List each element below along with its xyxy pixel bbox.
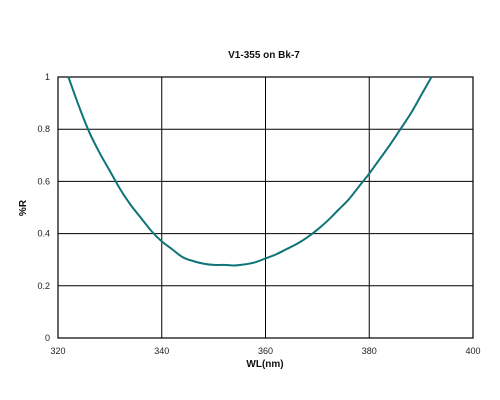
chart-title: V1-355 on Bk-7	[228, 50, 300, 61]
x-tick-label: 340	[154, 346, 169, 356]
plot-frame	[57, 76, 474, 339]
y-tick-label: 0.4	[37, 229, 50, 239]
y-tick-label: 0	[45, 333, 50, 343]
x-tick-label: 380	[362, 346, 377, 356]
y-tick-label: 0.8	[37, 124, 50, 134]
y-tick-label: 1	[45, 72, 50, 82]
grid	[58, 77, 473, 338]
y-tick-label: 0.6	[37, 176, 50, 186]
series-line	[67, 76, 433, 267]
y-axis-label: %R	[18, 199, 29, 216]
x-tick-label: 360	[258, 346, 273, 356]
y-tick-label: 0.2	[37, 281, 50, 291]
x-tick-label: 320	[50, 346, 65, 356]
x-tick-label: 400	[465, 346, 480, 356]
tick-labels: 320 340 360 380 400 0 0.2 0.4 0.6 0.8 1	[37, 72, 480, 356]
x-axis-label: WL(nm)	[246, 359, 283, 370]
